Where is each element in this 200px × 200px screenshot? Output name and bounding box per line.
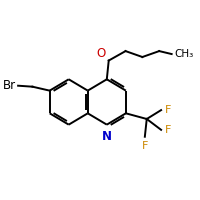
Text: F: F bbox=[165, 125, 171, 135]
Text: F: F bbox=[165, 105, 171, 115]
Text: O: O bbox=[96, 47, 105, 60]
Text: Br: Br bbox=[3, 79, 16, 92]
Text: F: F bbox=[142, 141, 148, 151]
Text: N: N bbox=[102, 130, 112, 143]
Text: CH₃: CH₃ bbox=[175, 49, 194, 59]
